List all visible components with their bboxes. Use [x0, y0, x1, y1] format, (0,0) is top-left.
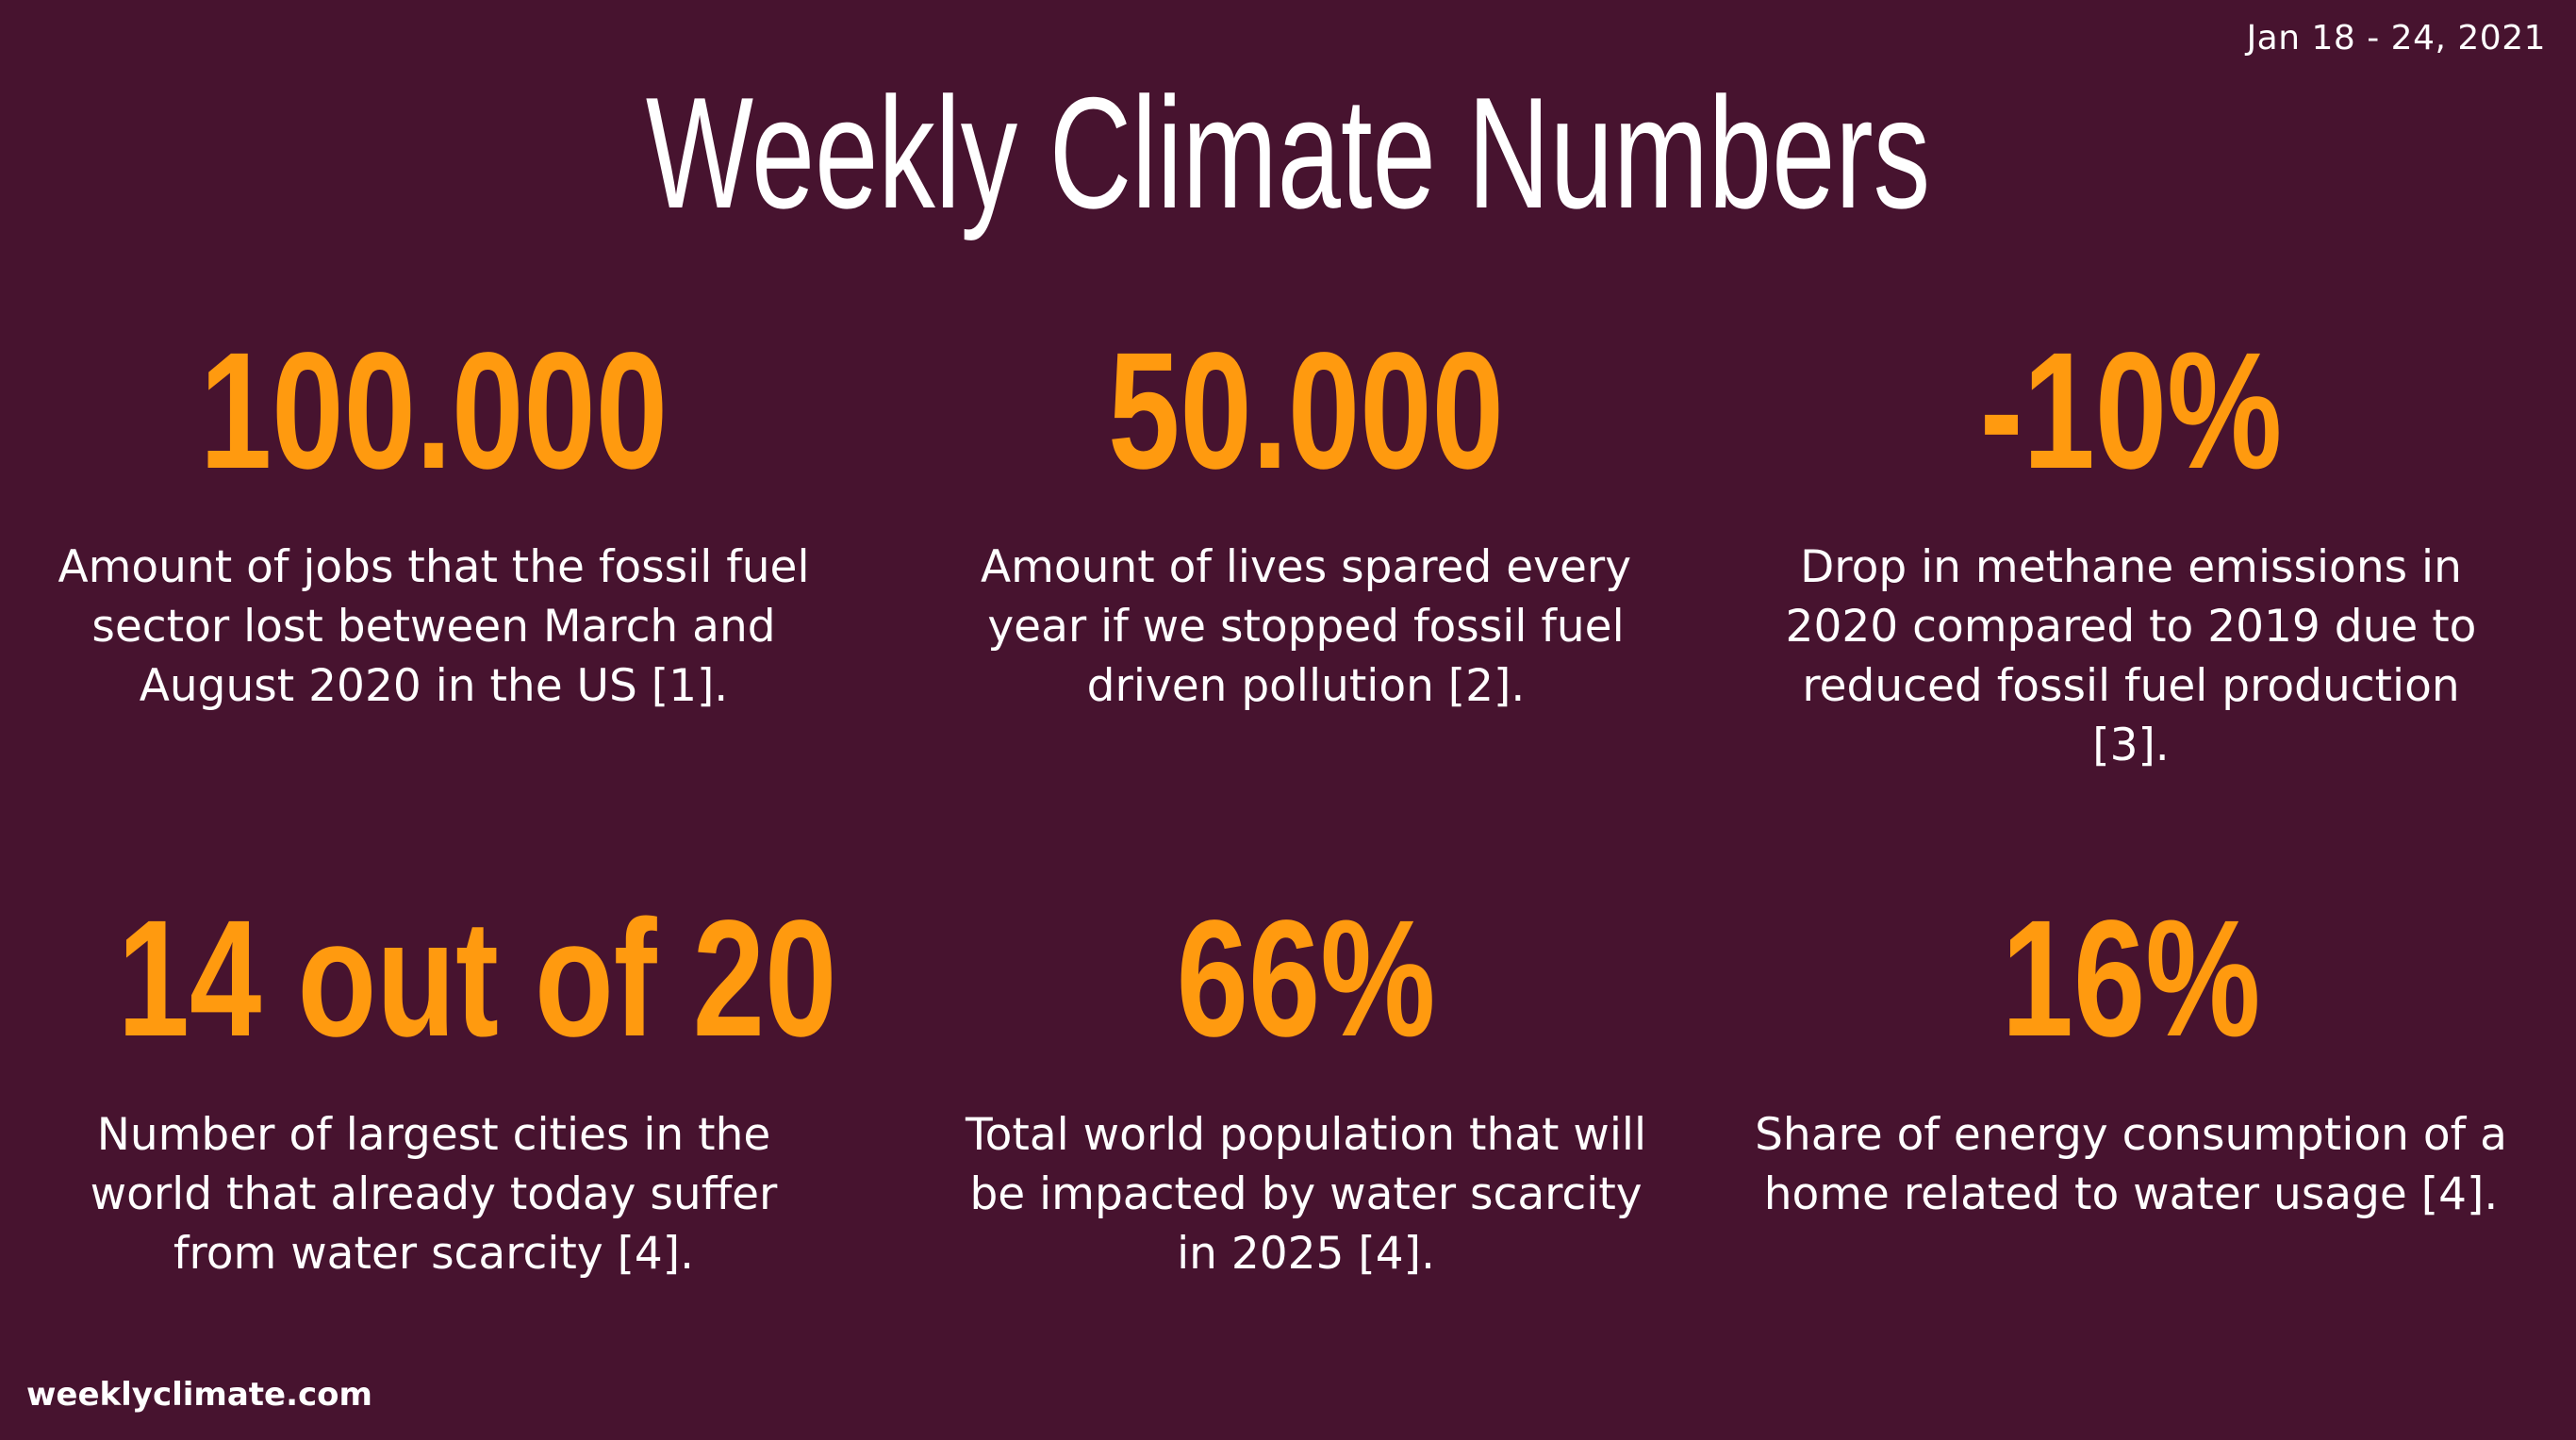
site-url: weeklyclimate.com	[26, 1376, 372, 1414]
stat-value: 66%	[1176, 886, 1436, 1071]
stat-value: -10%	[1979, 319, 2283, 504]
page-title: Weekly Climate Numbers	[645, 64, 1931, 241]
stat-card-jobs: 100.000 Amount of jobs that the fossil f…	[28, 328, 839, 781]
stat-value: 50.000	[1108, 319, 1504, 504]
stat-description: Total world population that will be impa…	[965, 1109, 1647, 1280]
stat-card-energy: 16% Share of energy consumption of a hom…	[1726, 896, 2536, 1311]
stat-value: 14 out of 20	[117, 886, 837, 1071]
stat-card-cities: 14 out of 20 Number of largest cities in…	[28, 896, 839, 1311]
stat-card-population: 66% Total world population that will be …	[900, 896, 1711, 1311]
stat-description: Drop in methane emissions in 2020 compar…	[1785, 541, 2477, 771]
stat-description: Amount of jobs that the fossil fuel sect…	[58, 541, 810, 712]
stat-card-methane: -10% Drop in methane emissions in 2020 c…	[1726, 328, 2536, 781]
stat-description: Share of energy consumption of a home re…	[1755, 1109, 2507, 1220]
stat-description: Amount of lives spared every year if we …	[980, 541, 1632, 712]
stat-description: Number of largest cities in the world th…	[90, 1109, 778, 1280]
date-range: Jan 18 - 24, 2021	[2246, 19, 2546, 58]
stat-value: 100.000	[199, 319, 669, 504]
stat-value: 16%	[2001, 886, 2261, 1071]
stat-card-lives: 50.000 Amount of lives spared every year…	[900, 328, 1711, 781]
